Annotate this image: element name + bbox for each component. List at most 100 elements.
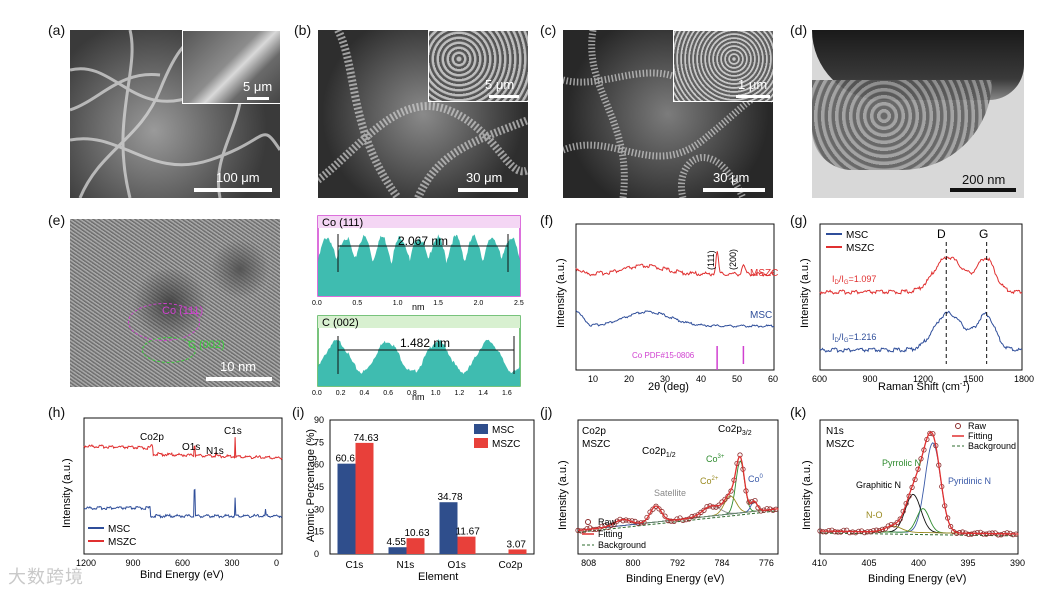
i-bar-msc-o1s: [439, 502, 458, 554]
j-xtick: 784: [714, 558, 729, 568]
xrd-chart-f: MSZC MSC (111) (200) Co PDF#15-0806 10 20…: [555, 223, 778, 393]
f-peak-200: (200): [728, 249, 738, 270]
g-xtick: 1200: [913, 374, 933, 384]
k-component-0: [820, 442, 1018, 535]
i-bar-mszc-co2p: [508, 549, 527, 554]
j-axes-frame: [577, 419, 779, 555]
k-raw-point: [823, 529, 829, 535]
tem-image-d: 200 nm: [812, 30, 1024, 198]
k-axes-frame: [819, 419, 1019, 555]
j-raw-point: [722, 496, 728, 502]
i-bar-msc-c1s: [337, 463, 356, 554]
k-legend-raw-marker: [955, 423, 961, 429]
j-raw-point: [746, 499, 752, 505]
i-bar-label-mszc-c1s: 74.63: [354, 433, 379, 444]
j-raw-point: [599, 523, 605, 529]
h-peak-n1s: N1s: [206, 446, 224, 457]
g-legend-mszc: MSZC: [846, 243, 874, 254]
c-region-outline: [142, 337, 196, 363]
h-legend-mszc: MSZC: [108, 537, 136, 548]
sem-inset-c: 1 μm: [673, 30, 773, 102]
j-raw-point: [653, 503, 659, 509]
f-xtick: 30: [660, 374, 670, 384]
j-raw-point: [770, 507, 776, 513]
g-axes-frame: [819, 223, 1023, 371]
f-axes-frame: [575, 223, 775, 371]
profile-c002-dist: 1.482 nm: [400, 336, 450, 350]
j-xtick: 776: [759, 558, 774, 568]
i-category-label-n1s: N1s: [397, 560, 415, 571]
profile-co111-tick: 1.0: [393, 300, 403, 307]
profile-c002-tick: 0.4: [360, 390, 370, 397]
profile-co111-tick: 1.5: [433, 300, 443, 307]
scale-bar-d: [950, 188, 1016, 192]
f-xticks: 10 20 30 40 50 60: [588, 374, 778, 384]
j-raw-point: [758, 508, 764, 514]
k-raw-point: [948, 523, 954, 530]
raman-chart-g: MSC MSZC D G ID/IG=1.097 ID/IG=1.216 600…: [799, 223, 1034, 393]
g-xtick: 600: [812, 374, 827, 384]
i-ytick: 75: [314, 437, 324, 447]
h-xtick: 0: [274, 558, 279, 568]
k-raw-point: [894, 519, 900, 526]
j-fit-line: [577, 455, 779, 532]
k-raw-point: [897, 516, 903, 522]
k-raw-point: [835, 529, 841, 535]
k-raw-point: [968, 531, 975, 537]
j-raw-point: [701, 507, 707, 513]
profile-c002-tick: 1.6: [502, 390, 512, 397]
sem-inset-b: 5 μm: [428, 30, 528, 102]
j-peak-co2p12: Co2p1/2: [642, 446, 676, 459]
i-category-label-co2p: Co2p: [499, 560, 523, 571]
f-xlabel: 2θ (deg): [648, 381, 689, 393]
i-legend-msc-swatch: [474, 424, 488, 434]
j-xtick: 792: [670, 558, 685, 568]
g-xticks: 600 900 1200 1500 1800: [812, 374, 1034, 384]
i-bar-mszc-c1s: [355, 442, 374, 554]
k-raw-point: [1004, 530, 1010, 536]
h-xtick: 300: [225, 558, 240, 568]
k-raw-point: [879, 526, 885, 532]
xps-co2p-chart-j: Co2p MSZC Co2p1/2 Co2p3/2 Co3+ Co2+ Sate…: [557, 419, 779, 585]
scale-bar-e: [206, 377, 272, 381]
g-legend-msc: MSC: [846, 230, 868, 241]
xps-n1s-chart-k: N1s MSZC Raw Fitting Background Pyrrolic…: [801, 419, 1025, 585]
scale-bar-a: [194, 188, 272, 192]
profile-c002-tick: 0.0: [312, 390, 322, 397]
h-xtick: 1200: [76, 558, 96, 568]
k-raw-point: [861, 530, 868, 536]
k-xtick: 410: [812, 558, 827, 568]
profile-c002-tick: 0.6: [383, 390, 393, 397]
j-raw-point: [764, 506, 770, 512]
h-peak-c1s: C1s: [224, 426, 242, 437]
scale-bar-b-inset: [489, 95, 519, 98]
k-peak-no: N-O: [866, 510, 883, 520]
j-raw-point: [650, 506, 656, 512]
k-raw-point: [998, 532, 1004, 538]
i-bar-msc-n1s: [388, 547, 407, 554]
f-ylabel: Intensity (a.u.): [555, 258, 567, 328]
i-legend-mszc: MSZC: [492, 439, 520, 450]
xps-survey-chart-h: Co2p O1s N1s C1s MSC MSZC 1200 900 600 300 0…: [61, 417, 283, 581]
i-bar-label-msc-c1s: 60.67: [336, 454, 361, 465]
sem-image-b: 5 μm 30 μm: [318, 30, 528, 198]
h-ylabel: Intensity (a.u.): [61, 458, 73, 528]
k-fit-line: [820, 431, 1018, 535]
scale-bar-a-inset: [247, 97, 269, 100]
j-xtick: 808: [581, 558, 596, 568]
panel-label-d: (d): [790, 22, 808, 38]
sem-image-a: 5 μm 100 μm: [70, 30, 280, 198]
i-bar-label-msc-o1s: 34.78: [438, 492, 463, 503]
i-bar-label-mszc-co2p: 3.07: [507, 539, 527, 550]
j-raw-point: [644, 514, 650, 521]
k-xlabel: Binding Energy (eV): [868, 573, 966, 585]
panel-label-j: (j): [540, 404, 553, 420]
sem-image-c: 1 μm 30 μm: [563, 30, 773, 198]
j-legend-raw-marker: [585, 519, 591, 525]
j-legend-fitting: Fitting: [598, 529, 623, 539]
i-yticks: 0 15 30 45 60 75 90: [314, 415, 324, 559]
j-raw-point: [716, 502, 722, 508]
profile-co111-tick: 0.0: [312, 300, 322, 307]
k-title: N1s: [826, 426, 844, 437]
j-subtitle: MSZC: [582, 439, 610, 450]
